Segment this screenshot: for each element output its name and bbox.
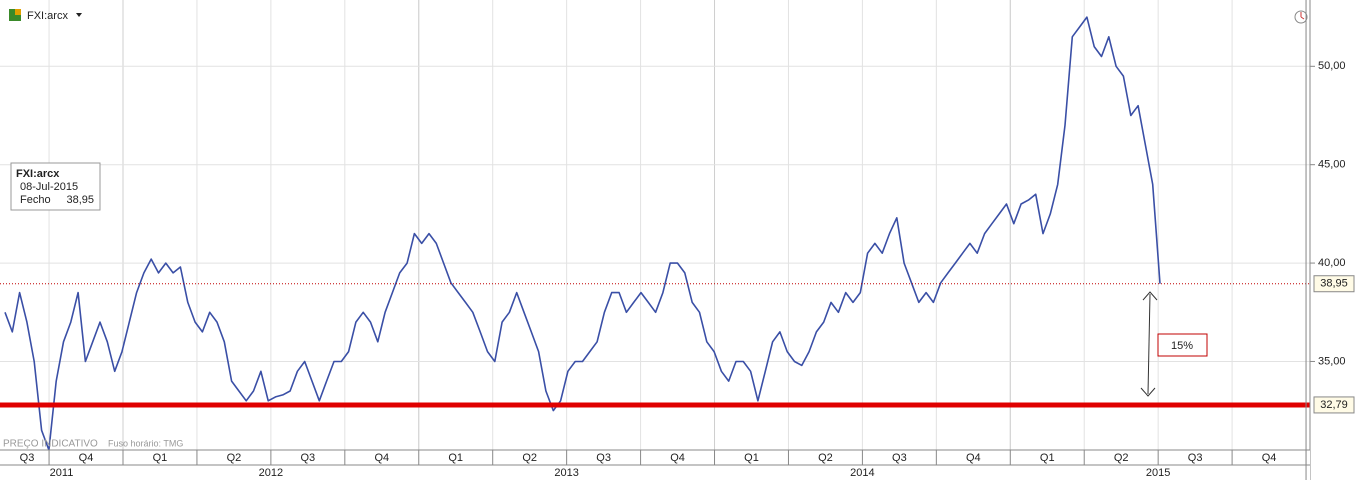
quarter-label: Q2 — [522, 452, 537, 464]
quarter-label: Q4 — [374, 452, 389, 464]
annotation: 15% — [1171, 340, 1193, 352]
clock-hands — [1300, 12, 1305, 20]
quarter-label: Q4 — [670, 452, 685, 464]
quarter-label: Q3 — [1188, 452, 1203, 464]
quarter-label: Q4 — [79, 452, 94, 464]
tooltip-title: FXI:arcx — [16, 168, 60, 180]
quarter-label: Q1 — [1040, 452, 1055, 464]
level-label-box — [1313, 396, 1355, 414]
quarter-label: Q1 — [744, 452, 759, 464]
price-line — [4, 16, 1161, 451]
dropdown-arrow[interactable] — [76, 13, 82, 17]
quarter-label: Q2 — [227, 452, 242, 464]
quarter-label: Q3 — [892, 452, 907, 464]
app-icon-part — [15, 9, 21, 15]
tooltip-value: 38,95 — [66, 194, 94, 206]
year-label: 2015 — [1146, 467, 1170, 479]
quarter-label: Q2 — [1114, 452, 1129, 464]
y-tick-label: 40,00 — [1318, 257, 1346, 269]
tooltip-box — [10, 162, 101, 211]
annotation-box — [1157, 333, 1208, 357]
tooltip-field: Fecho — [20, 194, 51, 206]
quarter-label: Q3 — [301, 452, 316, 464]
range-arrow — [1147, 293, 1151, 395]
year-label: 2013 — [554, 467, 578, 479]
quarter-label: Q4 — [1262, 452, 1277, 464]
level-label-box — [1313, 275, 1355, 293]
quarter-label: Q1 — [448, 452, 463, 464]
y-tick-label: 50,00 — [1318, 60, 1346, 72]
quarter-label: Q4 — [966, 452, 981, 464]
symbol[interactable]: FXI:arcx — [27, 10, 68, 22]
footer-price: PREÇO INDICATIVO — [3, 439, 98, 450]
footer-timezone: Fuso horário: TMG — [108, 438, 183, 448]
year-label: 2011 — [50, 467, 74, 479]
quarter-label: Q3 — [20, 452, 35, 464]
year-label: 2012 — [259, 467, 283, 479]
quarter-label: Q3 — [596, 452, 611, 464]
quarter-label: Q2 — [818, 452, 833, 464]
y-tick-label: 45,00 — [1318, 159, 1346, 171]
arrow-heads — [1140, 291, 1158, 397]
tooltip-date: 08-Jul-2015 — [20, 181, 78, 193]
y-tick-label: 35,00 — [1318, 355, 1346, 367]
grid — [0, 0, 1310, 480]
year-label: 2014 — [850, 467, 874, 479]
quarter-label: Q1 — [153, 452, 168, 464]
level-label: 38,95 — [1320, 278, 1348, 290]
level-label: 32,79 — [1320, 399, 1348, 411]
plot — [0, 16, 1310, 451]
